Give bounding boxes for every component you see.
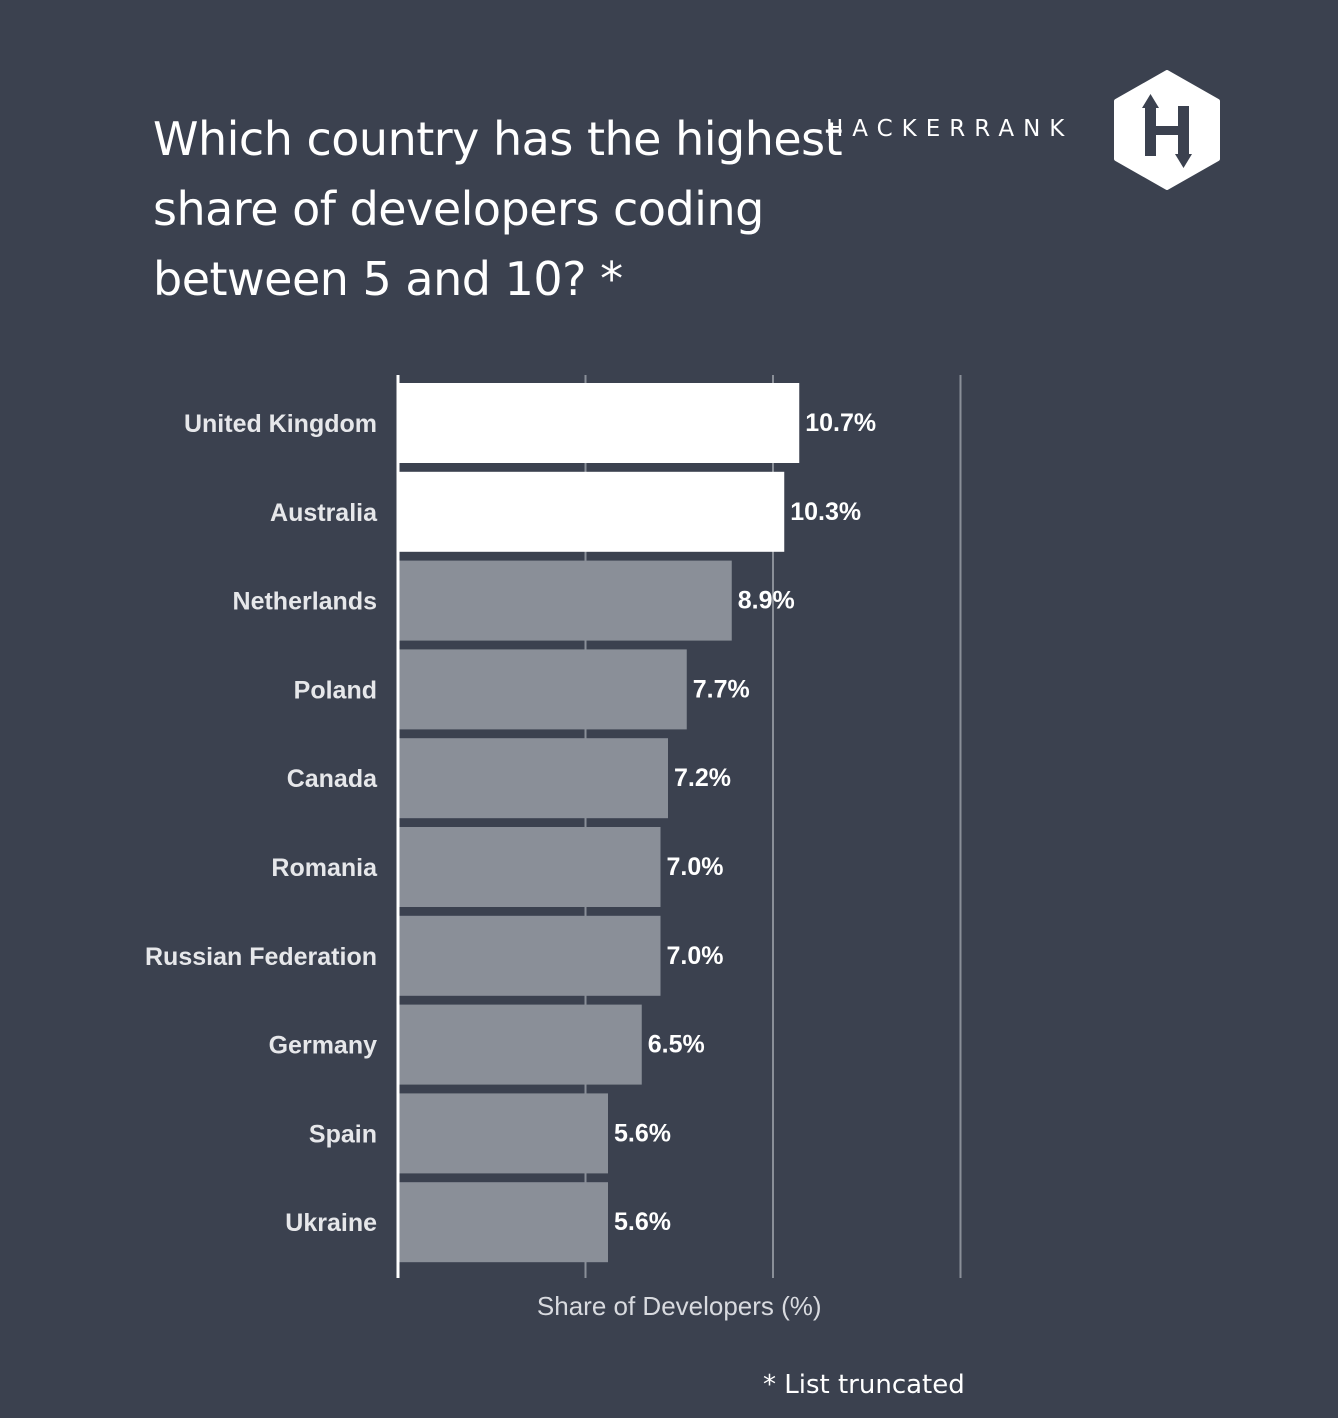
value-label: 5.6% [614, 1119, 671, 1147]
category-label: Romania [271, 854, 378, 882]
footnote: * List truncated [763, 1370, 965, 1400]
value-label: 7.0% [667, 853, 724, 881]
value-label: 7.2% [674, 764, 731, 792]
value-label: 6.5% [648, 1031, 705, 1059]
bar-united-kingdom [398, 383, 800, 463]
category-label: Australia [270, 499, 378, 527]
value-label: 10.3% [790, 498, 861, 526]
value-label: 10.7% [805, 409, 876, 437]
bar-germany [398, 1004, 642, 1085]
category-label: Netherlands [233, 588, 377, 616]
value-label: 8.9% [738, 587, 795, 615]
category-label: Poland [294, 676, 377, 704]
bar-poland [398, 649, 687, 730]
category-label: United Kingdom [184, 410, 377, 438]
chart-title: Which country has the highest share of d… [153, 112, 843, 306]
category-label: Spain [309, 1120, 377, 1148]
value-label: 5.6% [614, 1208, 671, 1236]
bar-canada [398, 738, 668, 819]
category-label: Canada [287, 765, 378, 793]
value-label: 7.0% [667, 942, 724, 970]
bar-romania [398, 827, 661, 907]
bar-russian-federation [398, 915, 661, 996]
category-label: Ukraine [285, 1209, 377, 1237]
category-label: Russian Federation [145, 943, 377, 971]
bar-ukraine [398, 1182, 608, 1263]
bar-australia [398, 471, 785, 552]
value-label: 7.7% [693, 675, 750, 703]
bar-netherlands [398, 560, 732, 641]
bar-spain [398, 1093, 608, 1174]
x-axis-title: Share of Developers (%) [537, 1291, 822, 1321]
hackerrank-logo-icon [1114, 70, 1220, 190]
brand-wordmark: HACKERRANK [826, 116, 1074, 142]
category-label: Germany [269, 1032, 377, 1060]
